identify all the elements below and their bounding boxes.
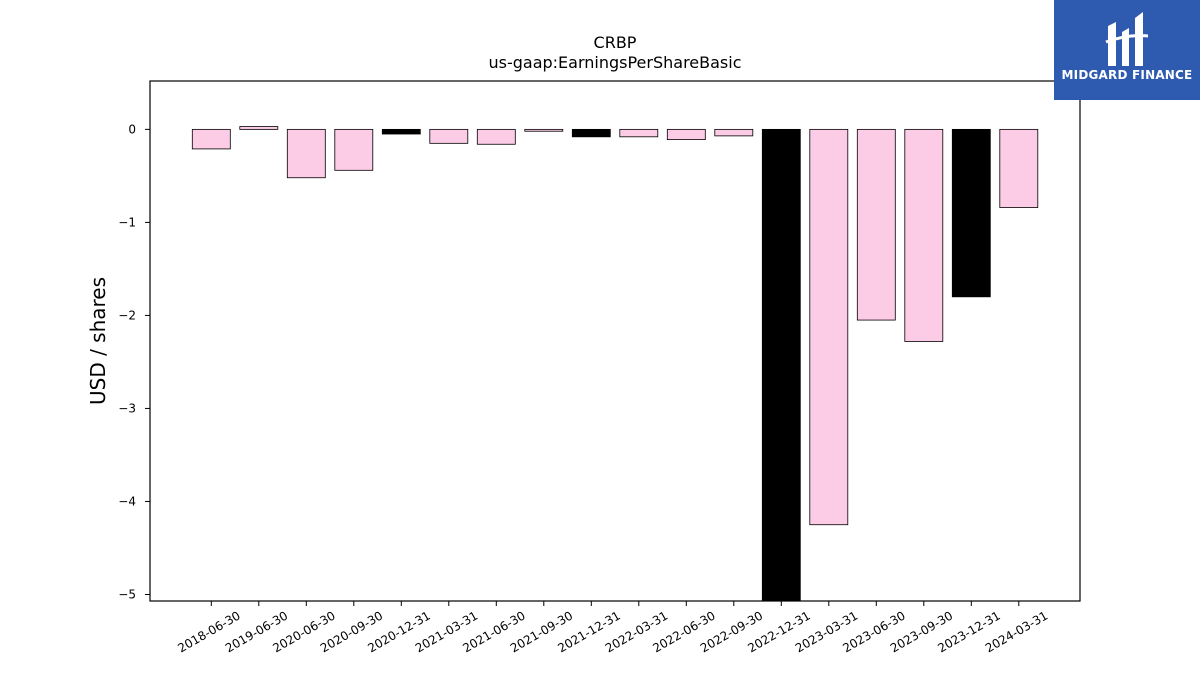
chart-subtitle: us-gaap:EarningsPerShareBasic — [488, 53, 741, 72]
plot-frame — [149, 80, 1081, 602]
bar-2022-03-31 — [619, 128, 659, 138]
x-axis-ticks: 2018-06-302019-06-302020-06-302020-09-30… — [175, 601, 1050, 655]
bar-2020-06-30 — [286, 128, 326, 179]
y-tick-label: 0 — [128, 122, 136, 136]
y-axis-label: USD / shares — [86, 277, 110, 405]
y-tick-label: −2 — [118, 308, 136, 322]
bar-2020-12-31 — [381, 128, 421, 135]
y-tick-label: −4 — [118, 494, 136, 508]
bar-2020-09-30 — [334, 128, 374, 171]
y-tick-label: −1 — [118, 215, 136, 229]
bar-2023-03-31 — [809, 128, 849, 526]
bar-2022-09-30 — [714, 128, 754, 137]
y-tick-label: −3 — [118, 401, 136, 415]
bar-2023-06-30 — [856, 128, 896, 321]
bar-2021-03-31 — [429, 128, 469, 144]
y-axis-ticks: 0 −1 −2 −3 −4 −5 — [118, 122, 150, 601]
logo-text: MIDGARD FINANCE — [1061, 68, 1193, 82]
bar-2024-03-31 — [999, 128, 1039, 208]
y-tick-label: −5 — [118, 587, 136, 601]
chart-title: CRBP — [594, 33, 637, 52]
bar-2023-12-31 — [951, 128, 991, 298]
midgard-finance-logo: MIDGARD FINANCE — [1054, 0, 1200, 100]
bar-2022-12-31 — [761, 128, 801, 601]
bar-2022-06-30 — [666, 128, 706, 141]
bars-group — [191, 126, 1039, 601]
midgard-logo-icon — [1105, 12, 1149, 66]
bar-2023-09-30 — [904, 128, 944, 342]
bar-2019-06-30 — [239, 126, 279, 130]
bar-2021-06-30 — [476, 128, 516, 145]
bar-2021-12-31 — [571, 128, 611, 138]
bar-2018-06-30 — [191, 128, 231, 150]
bar-2021-09-30 — [524, 128, 564, 132]
